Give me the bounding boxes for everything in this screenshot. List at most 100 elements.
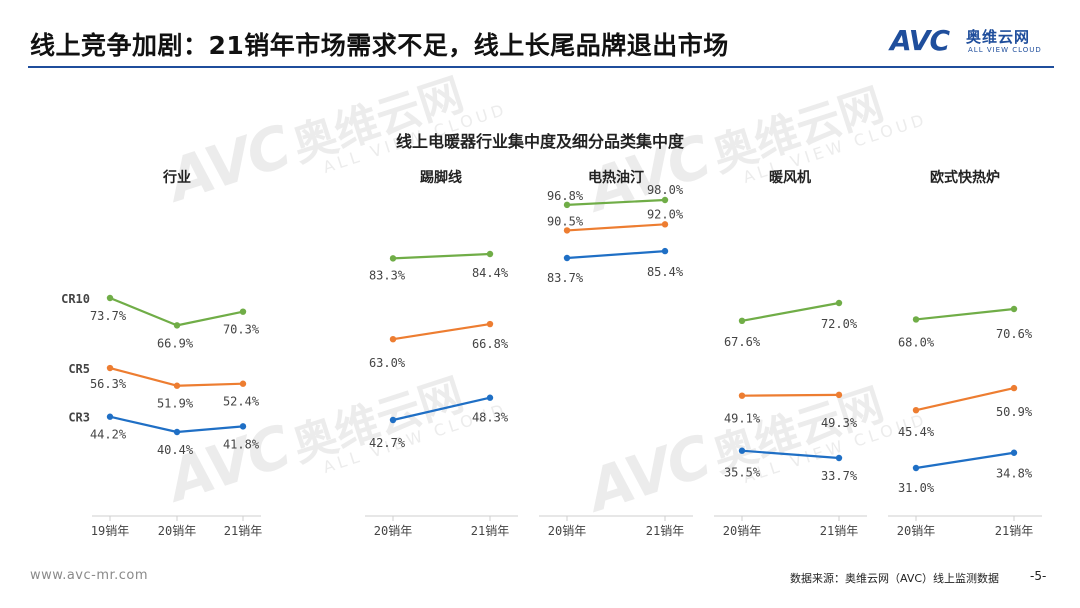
data-label: 49.3% <box>821 416 858 430</box>
series-name-label: CR10 <box>61 292 90 306</box>
footer-source: 数据来源：奥维云网（AVC）线上监测数据 <box>790 572 1000 585</box>
series-line-cr10 <box>566 198 666 206</box>
data-label: 92.0% <box>647 207 684 221</box>
data-label: 67.6% <box>724 335 761 349</box>
data-point <box>661 221 669 228</box>
data-label: 35.5% <box>724 466 761 480</box>
data-point <box>912 464 920 472</box>
data-point <box>486 320 494 328</box>
data-point <box>389 416 397 424</box>
chart-title: 线上电暖器行业集中度及细分品类集中度 <box>395 132 684 151</box>
data-label: 70.3% <box>223 323 260 337</box>
series-name-label: CR3 <box>68 411 90 425</box>
data-label: 45.4% <box>898 425 935 439</box>
data-label: 56.3% <box>90 377 127 391</box>
footer-url[interactable]: www.avc-mr.com <box>30 568 149 583</box>
data-point <box>486 394 494 401</box>
logo-mark: AVC <box>890 24 950 57</box>
data-point <box>173 322 181 329</box>
series-line-cr3 <box>915 451 1015 470</box>
data-point <box>1010 449 1018 456</box>
data-label: 50.9% <box>996 405 1033 419</box>
data-point <box>239 423 247 430</box>
data-label: 33.7% <box>821 469 858 483</box>
data-label: 85.4% <box>647 265 684 279</box>
panel-title: 行业 <box>162 169 191 186</box>
series-line-cr10 <box>915 307 1015 321</box>
data-label: 49.1% <box>724 412 761 426</box>
panel-title: 踢脚线 <box>420 169 462 186</box>
data-point <box>106 413 114 420</box>
series-line-cr5 <box>915 387 1015 412</box>
page-title: 线上竞争加剧：21销年市场需求不足，线上长尾品牌退出市场 <box>30 31 729 60</box>
data-label: 63.0% <box>369 356 406 370</box>
title-divider <box>28 66 1054 68</box>
x-tick-label: 21销年 <box>646 524 684 538</box>
data-point <box>563 254 571 262</box>
data-point <box>389 335 397 343</box>
data-label: 40.4% <box>157 443 194 457</box>
series-line-cr5 <box>392 322 491 341</box>
x-tick-label: 19销年 <box>91 524 129 538</box>
data-point <box>738 392 746 399</box>
panel-title: 暖风机 <box>769 169 811 186</box>
data-point <box>835 454 843 462</box>
logo-cn-text: 奥维云网 <box>966 28 1031 46</box>
data-point <box>835 391 843 399</box>
data-label: 70.6% <box>996 327 1033 341</box>
series-line-cr3 <box>741 449 840 460</box>
x-tick-label: 20销年 <box>158 524 196 538</box>
series-line-cr5 <box>741 393 840 397</box>
x-tick-label: 20销年 <box>723 524 761 538</box>
data-point <box>563 227 571 234</box>
data-label: 44.2% <box>90 428 127 442</box>
data-point <box>835 299 843 307</box>
series-line-cr10 <box>741 301 840 322</box>
data-label: 84.4% <box>472 266 509 280</box>
data-point <box>239 380 247 387</box>
data-point <box>389 255 397 262</box>
data-label: 66.9% <box>157 336 194 350</box>
data-point <box>912 316 920 323</box>
data-label: 68.0% <box>898 335 935 349</box>
data-point <box>738 317 746 325</box>
data-label: 52.4% <box>223 395 260 409</box>
data-label: 98.0% <box>647 183 684 197</box>
data-label: 90.5% <box>547 214 584 228</box>
series-name-label: CR5 <box>68 362 90 376</box>
panel-title: 欧式快热炉 <box>930 169 1000 186</box>
data-point <box>1010 384 1018 392</box>
data-label: 83.7% <box>547 271 584 285</box>
data-point <box>106 364 114 372</box>
data-label: 31.0% <box>898 481 935 495</box>
data-label: 96.8% <box>547 189 584 203</box>
data-point <box>173 382 181 389</box>
data-point <box>486 250 494 258</box>
series-line-cr10 <box>109 296 244 327</box>
data-label: 41.8% <box>223 437 260 451</box>
brand-logo: AVC 奥维云网 ALL VIEW CLOUD <box>890 22 1060 62</box>
panel-title: 电热油汀 <box>588 169 644 186</box>
series-line-cr3 <box>392 396 491 422</box>
page-number: -5- <box>1030 569 1047 583</box>
data-point <box>738 447 746 454</box>
logo-en-text: ALL VIEW CLOUD <box>968 46 1042 54</box>
data-label: 34.8% <box>996 467 1033 481</box>
data-label: 83.3% <box>369 268 406 282</box>
x-tick-label: 20销年 <box>897 524 935 538</box>
x-tick-label: 20销年 <box>374 524 412 538</box>
data-point <box>563 201 571 209</box>
series-line-cr5 <box>566 223 666 232</box>
x-tick-label: 21销年 <box>995 524 1033 538</box>
data-label: 73.7% <box>90 309 127 323</box>
data-label: 48.3% <box>472 411 509 425</box>
x-tick-label: 20销年 <box>548 524 586 538</box>
data-label: 51.9% <box>157 397 194 411</box>
data-point <box>661 196 669 204</box>
x-tick-label: 21销年 <box>820 524 858 538</box>
data-point <box>106 294 114 302</box>
data-label: 72.0% <box>821 317 858 331</box>
x-tick-label: 21销年 <box>224 524 262 538</box>
series-line-cr3 <box>566 250 666 260</box>
